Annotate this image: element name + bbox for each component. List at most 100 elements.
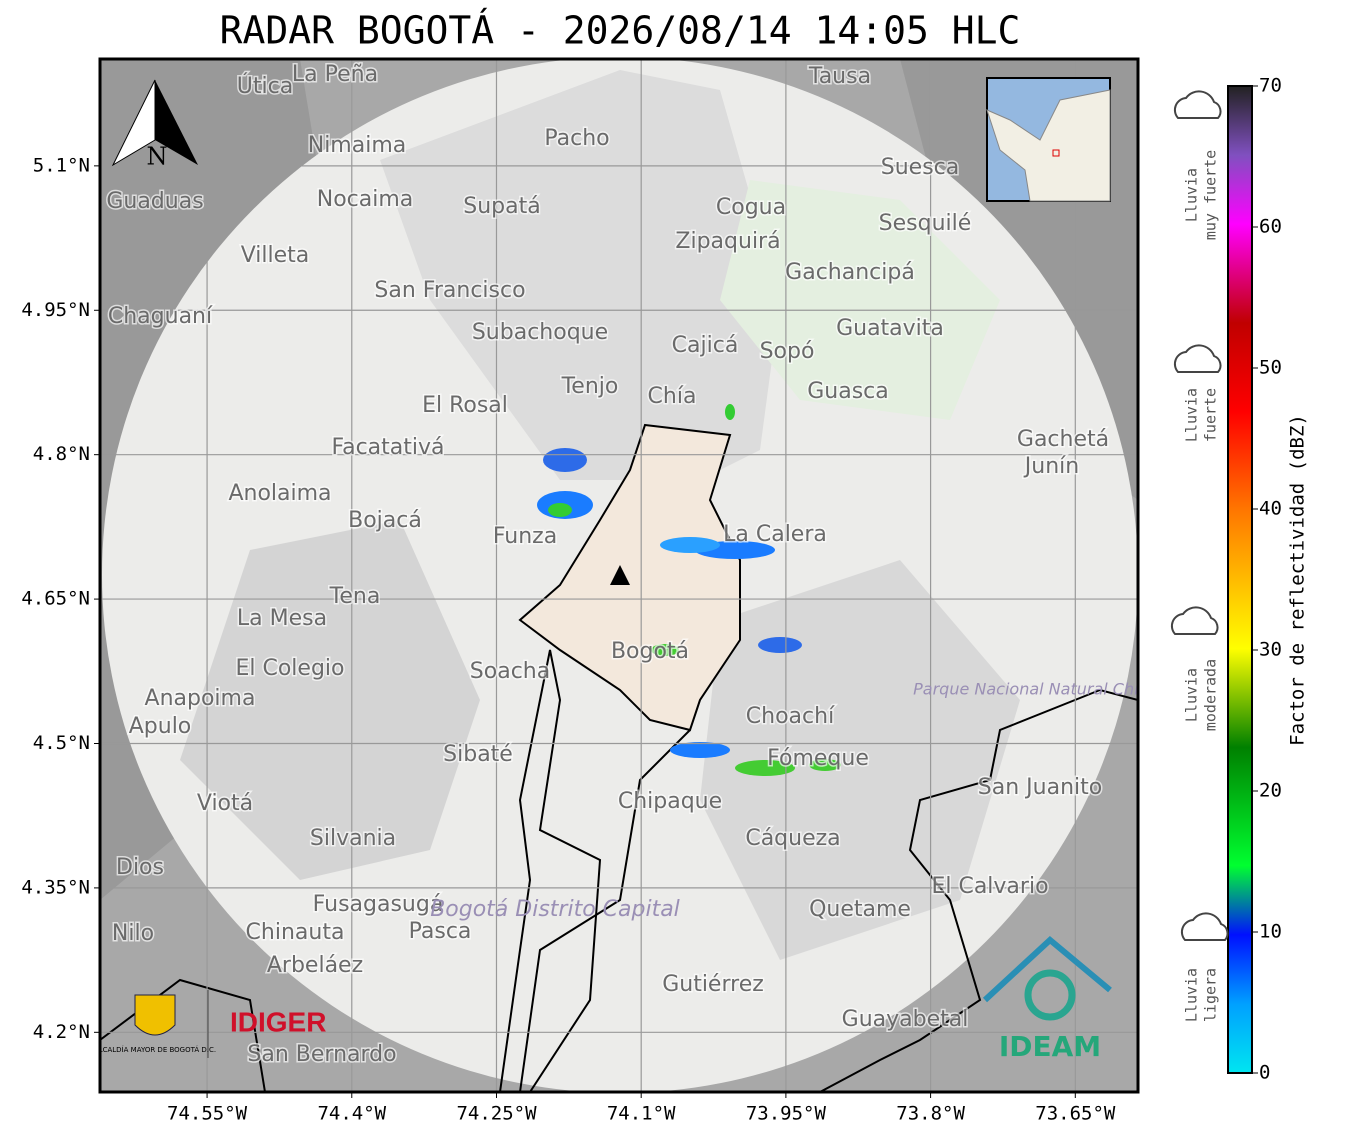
area-label: Bogotá Distrito Capital bbox=[430, 897, 680, 922]
place-label: Tenjo bbox=[561, 374, 619, 399]
rain-level-label: Lluvia bbox=[1183, 388, 1201, 442]
map-frame bbox=[98, 57, 1140, 1094]
place-label: Anapoima bbox=[145, 686, 256, 711]
echo bbox=[758, 637, 802, 653]
alcaldia-label: ALCALDÍA MAYOR DE BOGOTÁ D.C. bbox=[94, 1045, 216, 1054]
grid bbox=[100, 59, 1138, 1092]
place-label: Nimaima bbox=[308, 133, 407, 158]
rain-level-label: moderada bbox=[1202, 659, 1220, 731]
north-arrow bbox=[155, 80, 198, 165]
echo bbox=[809, 759, 841, 771]
y-tick-label: 4.35°N bbox=[21, 876, 90, 898]
echo bbox=[725, 404, 735, 420]
y-tick-label: 4.5°N bbox=[33, 732, 90, 754]
x-tick-label: 73.95°W bbox=[746, 1103, 827, 1125]
place-label: Anolaima bbox=[228, 481, 331, 506]
y-tick-label: 4.2°N bbox=[33, 1021, 90, 1043]
place-label: Bogotá bbox=[611, 639, 689, 664]
colorbar bbox=[1227, 85, 1253, 1074]
district-boundary bbox=[498, 649, 602, 1092]
place-label: Tausa bbox=[808, 64, 871, 89]
district-boundary bbox=[519, 729, 691, 1092]
place-label: Supatá bbox=[463, 194, 540, 219]
y-tick-label: 4.65°N bbox=[21, 588, 90, 610]
place-label: Villeta bbox=[241, 243, 310, 268]
place-label: Sesquilé bbox=[879, 211, 972, 236]
x-tick-label: 73.65°W bbox=[1035, 1103, 1116, 1125]
place-label: Útica bbox=[237, 73, 293, 99]
place-label: Guayabetal bbox=[842, 1007, 969, 1032]
y-tick-label: 4.95°N bbox=[21, 299, 90, 321]
place-label: Nilo bbox=[112, 921, 154, 946]
place-label: Viotá bbox=[197, 791, 253, 816]
place-label: Gachetá bbox=[1017, 427, 1109, 452]
place-label: Funza bbox=[493, 524, 557, 549]
colorbar-tick-label: 50 bbox=[1259, 357, 1282, 379]
department-boundary bbox=[819, 688, 1138, 1092]
place-label: Quetame bbox=[809, 897, 911, 922]
colorbar-tick-label: 10 bbox=[1259, 921, 1282, 943]
place-label: Chía bbox=[648, 384, 697, 409]
place-label: Guatavita bbox=[836, 316, 944, 341]
rain-icons bbox=[1170, 90, 1229, 941]
place-label: Guasca bbox=[807, 379, 889, 404]
colorbar-tick-label: 60 bbox=[1259, 216, 1282, 238]
place-label: Gachancipá bbox=[785, 260, 915, 285]
place-label: San Juanito bbox=[978, 775, 1102, 800]
place-label: Gutiérrez bbox=[662, 972, 764, 997]
area-label: Parque Nacional Natural Chingaza bbox=[913, 680, 1187, 699]
x-tick-label: 73.8°W bbox=[896, 1103, 965, 1125]
place-label: Apulo bbox=[129, 714, 192, 739]
place-label: Chaguaní bbox=[108, 304, 213, 329]
place-label: Choachí bbox=[746, 704, 835, 729]
echo bbox=[660, 537, 720, 553]
radar-site bbox=[610, 565, 630, 585]
place-label: Fusagasugá bbox=[313, 892, 444, 917]
place-label: Subachoque bbox=[472, 320, 608, 345]
place-label: Cajicá bbox=[672, 333, 739, 358]
echo bbox=[543, 448, 587, 472]
place-label: Zipaquirá bbox=[675, 229, 780, 254]
echo bbox=[735, 760, 795, 776]
place-label: Guaduas bbox=[106, 189, 203, 214]
terrain bbox=[180, 520, 480, 880]
place-label: El Colegio bbox=[235, 656, 344, 681]
place-label: La Calera bbox=[723, 522, 827, 547]
place-label: Bojacá bbox=[348, 508, 422, 533]
place-label: Arbeláez bbox=[267, 953, 363, 978]
place-label: Fómeque bbox=[767, 746, 869, 771]
colorbar-tick-label: 40 bbox=[1259, 498, 1282, 520]
place-label: Sopó bbox=[760, 339, 815, 364]
alcaldia-shield bbox=[134, 994, 176, 1036]
place-label: El Calvario bbox=[931, 874, 1048, 899]
colorbar-tick-label: 70 bbox=[1259, 75, 1282, 97]
idiger-logo: IDIGER bbox=[230, 1006, 326, 1037]
place-label: Silvania bbox=[310, 826, 396, 851]
place-label: Tena bbox=[329, 584, 381, 609]
place-label: Junín bbox=[1023, 454, 1079, 479]
echo bbox=[670, 742, 730, 758]
colorbar-label: Factor de reflectividad (dBZ) bbox=[1287, 414, 1309, 746]
terrain bbox=[380, 70, 780, 480]
place-label: El Rosal bbox=[422, 393, 508, 418]
place-label: Sibaté bbox=[443, 742, 513, 767]
place-label: Dios bbox=[116, 855, 164, 880]
colorbar-tick-label: 20 bbox=[1259, 780, 1282, 802]
rain-level-label: ligera bbox=[1202, 968, 1220, 1022]
x-tick-label: 74.25°W bbox=[456, 1103, 537, 1125]
place-label: Chinauta bbox=[246, 920, 345, 945]
rain-icon bbox=[1173, 90, 1222, 119]
title: RADAR BOGOTÁ - 2026/08/14 14:05 HLC bbox=[220, 9, 1021, 53]
colorbar-tick-label: 30 bbox=[1259, 639, 1282, 661]
rain-level-label: fuerte bbox=[1202, 388, 1220, 442]
inset-marker bbox=[1052, 149, 1060, 157]
place-label: La Peña bbox=[292, 62, 378, 87]
place-label: Nocaima bbox=[317, 187, 414, 212]
y-tick-label: 5.1°N bbox=[33, 154, 90, 176]
rain-icon bbox=[1173, 344, 1222, 373]
place-label: Suesca bbox=[881, 155, 959, 180]
